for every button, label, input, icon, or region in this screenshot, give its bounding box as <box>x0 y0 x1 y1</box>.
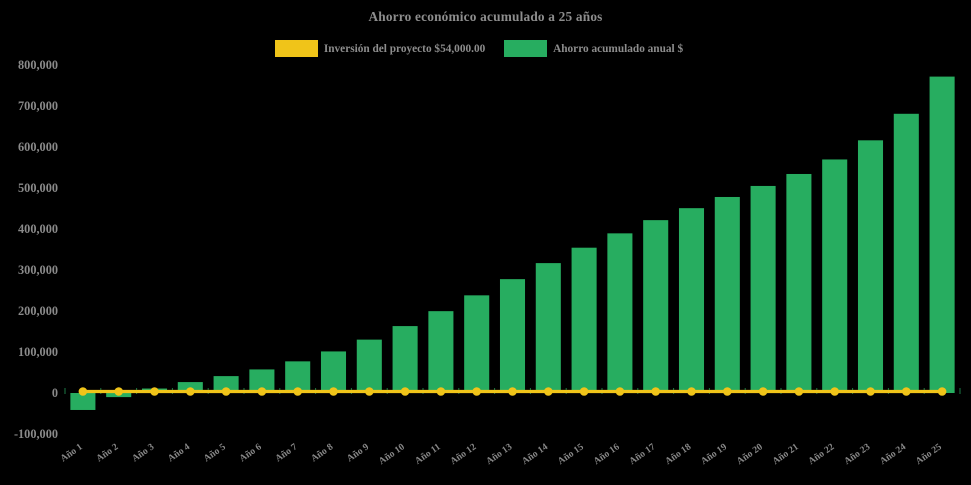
svg-text:Año 6: Año 6 <box>237 441 263 464</box>
svg-text:Año 5: Año 5 <box>202 441 228 464</box>
svg-text:Año 10: Año 10 <box>377 441 407 467</box>
svg-text:Año 7: Año 7 <box>273 441 299 464</box>
svg-text:Año 14: Año 14 <box>520 441 550 467</box>
svg-text:Año 8: Año 8 <box>309 441 335 464</box>
svg-text:Año 23: Año 23 <box>842 441 872 467</box>
svg-text:Año 19: Año 19 <box>699 441 729 467</box>
svg-text:Año 24: Año 24 <box>878 441 908 467</box>
svg-text:400,000: 400,000 <box>18 222 58 236</box>
svg-text:500,000: 500,000 <box>18 181 58 195</box>
svg-text:Año 20: Año 20 <box>735 441 765 467</box>
svg-text:Año 18: Año 18 <box>663 441 693 467</box>
svg-text:700,000: 700,000 <box>18 99 58 113</box>
svg-text:Año 3: Año 3 <box>130 441 156 464</box>
svg-text:600,000: 600,000 <box>18 140 58 154</box>
svg-text:Año 9: Año 9 <box>345 441 371 464</box>
svg-text:Año 13: Año 13 <box>484 441 514 467</box>
svg-text:Año 17: Año 17 <box>627 441 657 467</box>
svg-text:300,000: 300,000 <box>18 263 58 277</box>
svg-text:Año 15: Año 15 <box>556 441 586 467</box>
svg-text:200,000: 200,000 <box>18 304 58 318</box>
svg-text:Año 11: Año 11 <box>413 441 443 466</box>
svg-text:Año 12: Año 12 <box>448 441 478 467</box>
svg-text:Año 22: Año 22 <box>806 441 836 467</box>
svg-text:-100,000: -100,000 <box>14 427 58 441</box>
svg-text:100,000: 100,000 <box>18 345 58 359</box>
svg-text:0: 0 <box>52 386 58 400</box>
svg-text:Año 4: Año 4 <box>166 441 192 464</box>
svg-text:Año 1: Año 1 <box>58 441 84 464</box>
svg-text:Año 16: Año 16 <box>592 441 622 467</box>
svg-text:Año 2: Año 2 <box>94 441 120 464</box>
svg-text:800,000: 800,000 <box>18 58 58 72</box>
svg-text:Año 21: Año 21 <box>771 441 801 467</box>
svg-text:Año 25: Año 25 <box>914 441 944 467</box>
